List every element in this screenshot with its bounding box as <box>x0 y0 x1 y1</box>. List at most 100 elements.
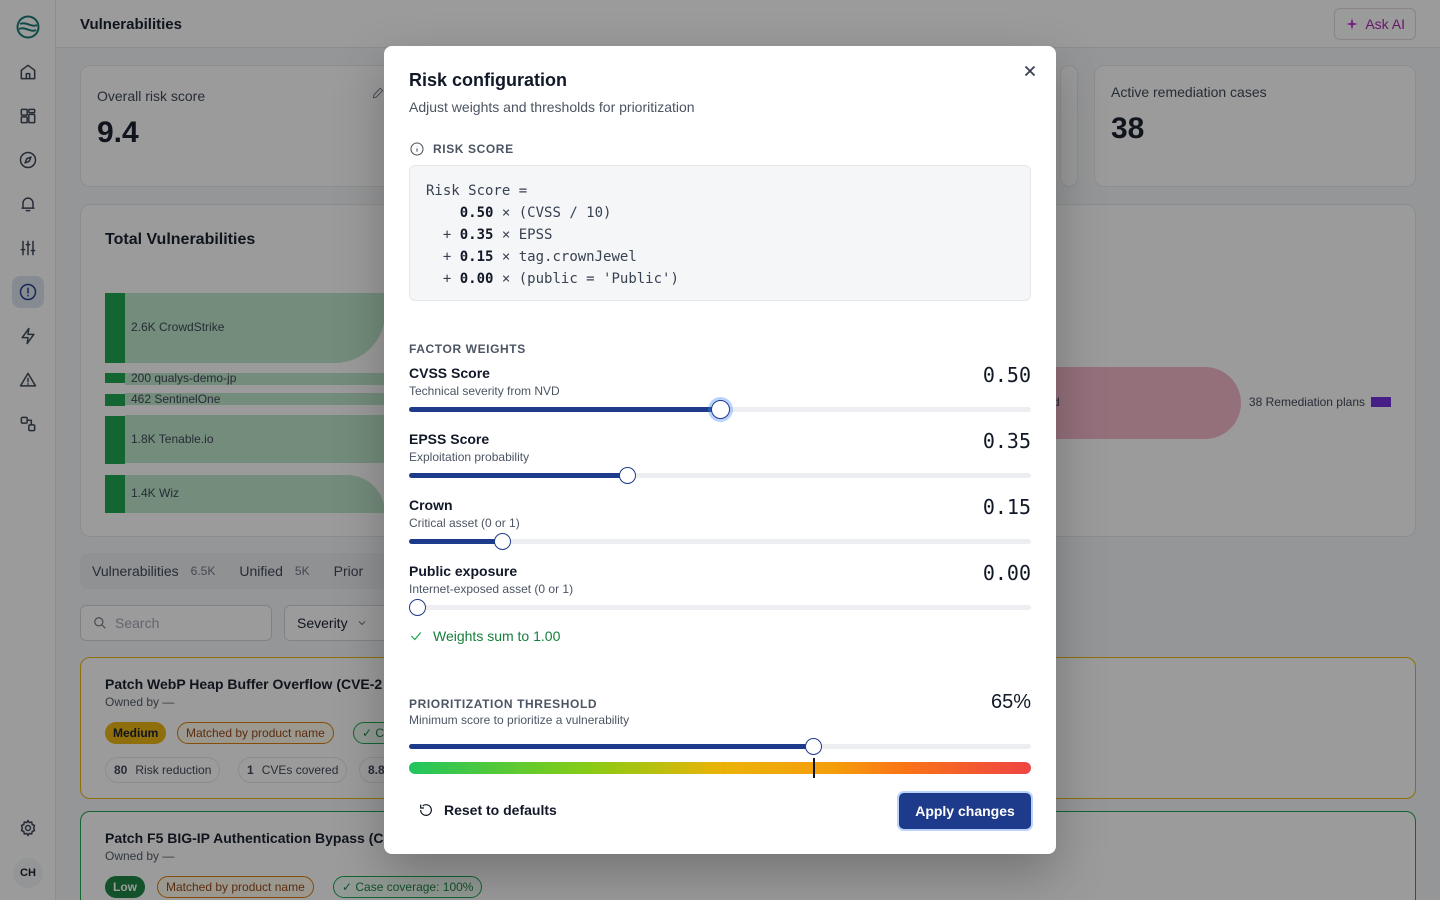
search-icon <box>94 617 106 629</box>
remediation-cases-value: 38 <box>1111 112 1145 145</box>
vulnerabilities-alert-icon[interactable] <box>12 276 44 308</box>
severity-label: Severity <box>297 615 348 631</box>
coverage-partial: C <box>375 726 385 740</box>
slider-thumb[interactable] <box>494 533 512 550</box>
tab-label: Prior <box>333 563 364 579</box>
tab-count: 5K <box>294 564 310 578</box>
flow-label-partial: d <box>1053 395 1060 409</box>
factor-public-exposure: Public exposure Internet-exposed asset (… <box>409 561 1031 623</box>
slider-thumb[interactable] <box>711 400 730 419</box>
slider-thumb[interactable] <box>409 599 426 616</box>
threshold-marker <box>813 758 816 778</box>
dialog-title: Risk configuration <box>409 70 568 90</box>
risk-reduction-metric: 80 Risk reduction <box>105 757 221 783</box>
factor-description: Technical severity from NVD <box>409 384 560 398</box>
tab-vulnerabilities[interactable]: Vulnerabilities 6.5K <box>92 563 215 579</box>
formula-term: 0.50 × (CVSS / 10) <box>459 205 612 221</box>
slider-fill <box>409 407 720 412</box>
sankey-flow <box>125 293 385 363</box>
source-label: 2.6K CrowdStrike <box>131 320 225 334</box>
compass-icon[interactable] <box>12 144 44 176</box>
threshold-heading: PRIORITIZATION THRESHOLD <box>409 697 598 711</box>
source-bar[interactable] <box>105 394 125 406</box>
slider-fill <box>409 744 814 749</box>
settings-gear-icon[interactable] <box>12 812 44 844</box>
chevron-down-icon <box>358 621 365 626</box>
formula-term: + 0.35 × EPSS <box>442 227 553 243</box>
factor-name: CVSS Score <box>409 365 490 381</box>
search-input[interactable]: Search <box>80 605 272 641</box>
risk-configuration-dialog: Risk configuration Adjust weights and th… <box>384 46 1056 854</box>
reset-label: Reset to defaults <box>444 802 557 818</box>
coverage-label: Case coverage: 100% <box>355 880 474 894</box>
plan-title: Patch WebP Heap Buffer Overflow (CVE-2 <box>105 676 383 692</box>
ask-ai-button[interactable]: Ask AI <box>1334 8 1416 40</box>
risk-formula: Risk Score = 0.50 × (CVSS / 10) + 0.35 ×… <box>409 165 1031 301</box>
edit-pencil-icon[interactable] <box>371 86 385 100</box>
match-badge: Matched by product name <box>177 722 334 744</box>
factor-weights-heading: FACTOR WEIGHTS <box>409 342 526 356</box>
slider-thumb[interactable] <box>618 467 636 484</box>
reset-icon <box>420 804 432 816</box>
source-label: 462 SentinelOne <box>131 392 221 406</box>
plan-title: Patch F5 BIG-IP Authentication Bypass (C <box>105 830 384 846</box>
ask-ai-label: Ask AI <box>1365 16 1405 32</box>
home-icon[interactable] <box>12 56 44 88</box>
public-weight-slider[interactable] <box>409 599 1031 616</box>
remediation-bar[interactable] <box>1371 397 1391 407</box>
formula-term: + 0.15 × tag.crownJewel <box>442 249 637 265</box>
source-bar[interactable] <box>105 475 125 513</box>
dashboard-icon[interactable] <box>12 100 44 132</box>
tab-prioritized[interactable]: Prior <box>334 563 364 579</box>
close-button[interactable] <box>1022 63 1038 79</box>
epss-weight-slider[interactable] <box>409 467 1031 484</box>
threshold-gradient-scale <box>409 758 1031 778</box>
tab-label: Vulnerabilities <box>92 563 179 579</box>
source-bar[interactable] <box>105 373 125 383</box>
warning-triangle-icon[interactable] <box>12 364 44 396</box>
threshold-value: 65% <box>990 691 1031 713</box>
page-title: Vulnerabilities <box>80 16 182 33</box>
factor-cvss: CVSS Score Technical severity from NVD 0… <box>409 363 1031 425</box>
reset-defaults-button[interactable]: Reset to defaults <box>418 802 557 818</box>
source-bar[interactable] <box>105 293 125 363</box>
factor-name: EPSS Score <box>409 431 490 447</box>
close-icon <box>1024 65 1036 77</box>
tab-count: 6.5K <box>190 564 216 578</box>
lightning-icon[interactable] <box>12 320 44 352</box>
cvss-weight-slider[interactable] <box>409 400 1031 419</box>
view-tabs: Vulnerabilities 6.5K Unified 5K Prior <box>80 553 390 589</box>
factor-value: 0.00 <box>982 561 1031 585</box>
formula-term: + 0.00 × (public = 'Public') <box>442 271 679 287</box>
risk-score-value: 9.4 <box>97 116 139 149</box>
coverage-badge: ✓ Case coverage: 100% <box>333 876 483 898</box>
factor-crown: Crown Critical asset (0 or 1) 0.15 <box>409 495 1031 557</box>
weights-sum-status: Weights sum to 1.00 <box>409 628 560 644</box>
factor-description: Exploitation probability <box>409 450 530 464</box>
weights-sum-message: Weights sum to 1.00 <box>433 628 561 644</box>
factor-name: Crown <box>409 497 453 513</box>
formula-head: Risk Score = <box>426 183 528 199</box>
metric-label: CVEs covered <box>261 763 339 777</box>
risk-score-heading: RISK SCORE <box>409 141 514 157</box>
threshold-slider[interactable] <box>409 738 1031 755</box>
sidebar: CH <box>0 0 56 900</box>
factor-description: Internet-exposed asset (0 or 1) <box>409 582 574 596</box>
tab-unified[interactable]: Unified 5K <box>239 563 309 579</box>
cves-covered-metric: 1 CVEs covered <box>238 757 348 783</box>
top-bar: Vulnerabilities Ask AI <box>56 0 1440 48</box>
bell-icon[interactable] <box>12 188 44 220</box>
app-logo-icon[interactable] <box>16 15 40 39</box>
integrations-icon[interactable] <box>12 408 44 440</box>
sliders-icon[interactable] <box>12 232 44 264</box>
factor-name: Public exposure <box>409 563 518 579</box>
info-icon <box>410 142 424 156</box>
slider-fill <box>409 539 503 544</box>
total-vulnerabilities-title: Total Vulnerabilities <box>105 231 256 248</box>
user-avatar[interactable]: CH <box>13 858 43 888</box>
slider-thumb[interactable] <box>805 738 823 755</box>
crown-weight-slider[interactable] <box>409 533 1031 550</box>
sankey-flow <box>125 415 385 463</box>
apply-changes-button[interactable]: Apply changes <box>899 793 1031 829</box>
source-bar[interactable] <box>105 416 125 464</box>
